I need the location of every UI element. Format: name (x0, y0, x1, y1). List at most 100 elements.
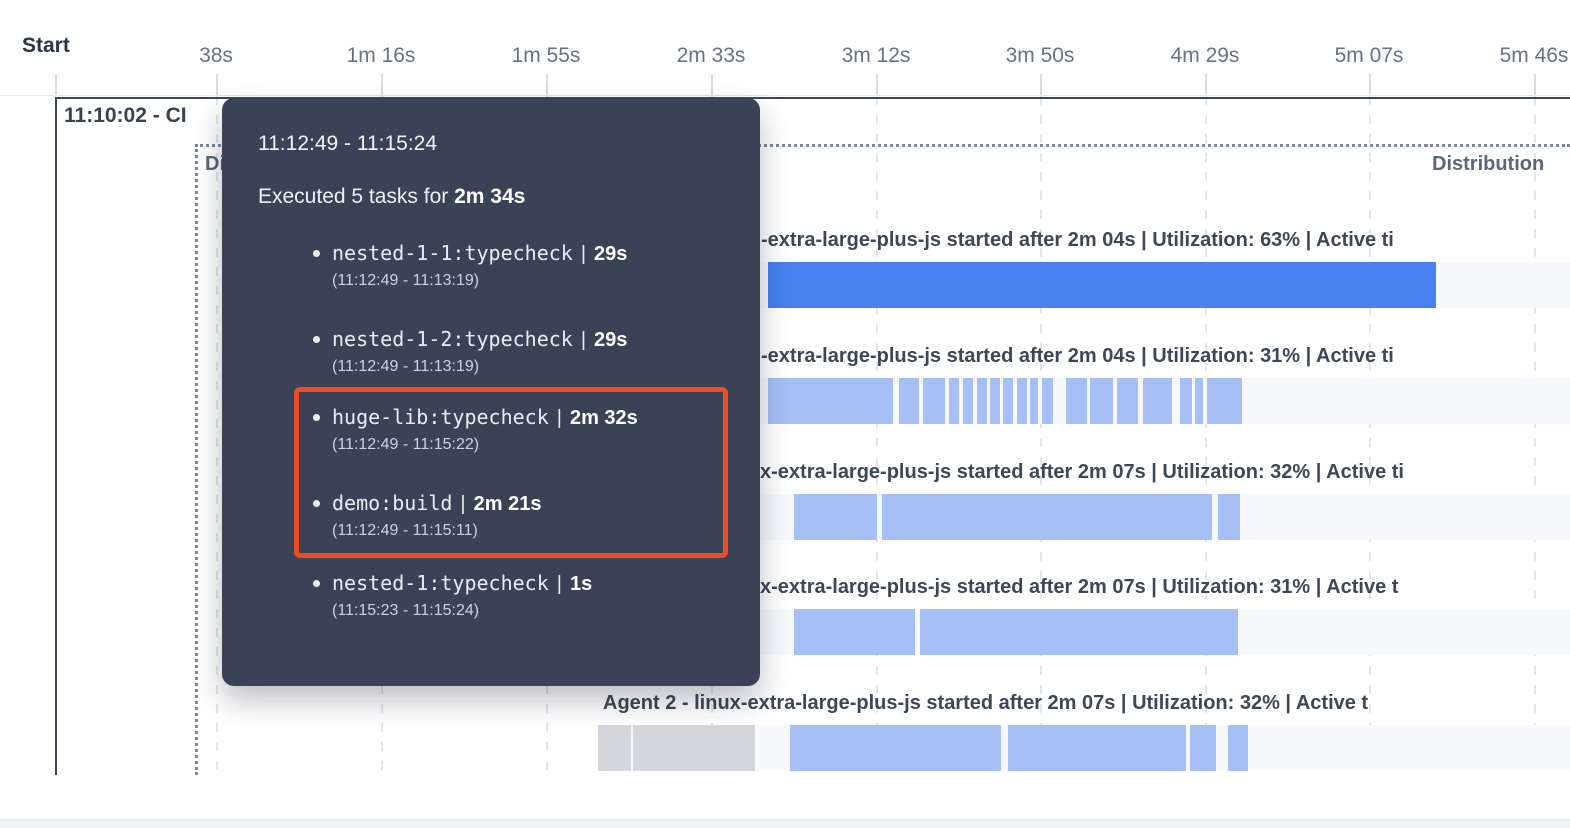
task-bar-segment[interactable] (1017, 378, 1027, 424)
task-bar-segment[interactable] (1042, 378, 1053, 424)
task-title-line: nested-1-1:typecheck | 29s (332, 241, 736, 266)
task-bar-segment[interactable] (920, 609, 1238, 655)
timeline-tick-label: 3m 12s (841, 44, 911, 67)
timeline-tick-label: 5m 46s (1499, 44, 1569, 67)
task-separator: | (556, 407, 562, 429)
idle-bar-segment[interactable] (598, 725, 631, 771)
agent-row-label: -extra-large-plus-js started after 2m 04… (761, 229, 1394, 251)
tooltip-summary-duration: 2m 34s (454, 185, 526, 208)
bottom-band (0, 819, 1570, 828)
task-bar-segment[interactable] (977, 378, 987, 424)
task-bar-segment[interactable] (768, 378, 893, 424)
task-duration: 29s (594, 243, 628, 265)
timeline-tick-label: 4m 29s (1170, 44, 1240, 67)
timeline-tick-mark (546, 74, 548, 96)
timeline-tick-label: 2m 33s (676, 44, 746, 67)
timeline-gridline (216, 96, 218, 775)
timeline-tick-label: 1m 16s (346, 44, 416, 67)
axis-line (0, 95, 1570, 96)
tooltip-time-range: 11:12:49 - 11:15:24 (258, 132, 438, 155)
task-bar-segment[interactable] (949, 378, 959, 424)
axis-start-label: Start (22, 34, 70, 57)
task-separator: | (580, 329, 587, 351)
distribution-box-right: Distribution (1425, 144, 1570, 775)
task-bar-segment[interactable] (1207, 378, 1242, 424)
timeline-tick-mark (876, 74, 878, 96)
timeline-tick-label: 38s (199, 44, 233, 67)
task-duration: 2m 32s (569, 407, 638, 429)
task-bar-segment[interactable] (790, 725, 1001, 771)
task-time-range: (11:12:49 - 11:13:19) (332, 272, 480, 289)
task-bar-segment[interactable] (1190, 725, 1216, 771)
task-bar-segment[interactable] (1180, 378, 1192, 424)
task-item: nested-1:typecheck | 1s (11:15:23 - 11:15:2… (313, 571, 736, 620)
task-bar-segment[interactable] (1117, 378, 1138, 424)
task-title-line: nested-1-2:typecheck | 29s (332, 327, 736, 352)
task-bar-segment[interactable] (990, 378, 1000, 424)
task-name: nested-1:typecheck (332, 571, 549, 595)
timeline-tick-mark (1205, 74, 1207, 96)
task-bar-segment[interactable] (1008, 725, 1186, 771)
task-bar-segment[interactable] (1090, 378, 1113, 424)
timeline-tick-mark (55, 74, 57, 96)
task-title-line: huge-lib:typecheck | 2m 32s (332, 405, 723, 430)
task-bar-segment[interactable] (923, 378, 945, 424)
task-item: huge-lib:typecheck | 2m 32s (11:12:49 - 11:… (313, 405, 723, 454)
timeline-tick-mark (1534, 74, 1536, 96)
task-time-range: (11:12:49 - 11:15:22) (332, 436, 480, 453)
task-item: nested-1-1:typecheck | 29s (11:12:49 - 11:1… (313, 241, 736, 290)
task-bar-segment[interactable] (882, 494, 1212, 540)
task-bar-segment[interactable] (794, 494, 877, 540)
task-list: nested-1-1:typecheck | 29s (11:12:49 - 11:1… (258, 241, 736, 620)
task-title-line: nested-1:typecheck | 1s (332, 571, 736, 596)
task-separator: | (460, 493, 466, 515)
task-bar-segment[interactable] (794, 609, 915, 655)
tooltip-summary: Executed 5 tasks for 2m 34s (258, 185, 736, 209)
task-duration: 1s (569, 573, 593, 595)
task-bar-segment[interactable] (963, 378, 973, 424)
agent-row-label: x-extra-large-plus-js started after 2m 0… (760, 576, 1399, 598)
agent-row-label: -extra-large-plus-js started after 2m 04… (761, 345, 1394, 367)
task-bar-segment[interactable] (1195, 378, 1203, 424)
task-bar-segment[interactable] (1228, 725, 1248, 771)
ci-group-box: 11:10:02 - CI (55, 97, 1570, 775)
timeline-tick-mark (381, 74, 383, 96)
task-separator: | (580, 243, 587, 265)
task-bar-segment[interactable] (1030, 378, 1038, 424)
timeline-tick-label: 5m 07s (1334, 44, 1404, 67)
agent-row-label: x-extra-large-plus-js started after 2m 0… (760, 461, 1404, 483)
task-time-range: (11:12:49 - 11:15:11) (332, 522, 478, 539)
task-name: huge-lib:typecheck (332, 405, 549, 429)
task-bar-segment[interactable] (1066, 378, 1087, 424)
timeline-tick-label: 1m 55s (511, 44, 581, 67)
timeline-gridline (1534, 96, 1536, 775)
task-bar-segment[interactable] (1218, 494, 1240, 540)
ci-group-label: 11:10:02 - CI (64, 104, 187, 127)
timeline-gridline (1369, 96, 1371, 775)
task-duration: 29s (594, 329, 628, 351)
timeline-gridline (1205, 96, 1207, 775)
task-name: nested-1-2:typecheck (332, 327, 573, 351)
task-time-range: (11:15:23 - 11:15:24) (332, 602, 480, 619)
agent-row-label: Agent 2 - linux-extra-large-plus-js star… (603, 692, 1369, 714)
task-bar-segment[interactable] (899, 378, 919, 424)
task-item: nested-1-2:typecheck | 29s (11:12:49 - 11:1… (313, 327, 736, 376)
task-duration: 2m 21s (473, 493, 542, 515)
task-time-range: (11:12:49 - 11:13:19) (332, 358, 480, 375)
task-separator: | (556, 573, 562, 595)
task-bar-segment[interactable] (1143, 378, 1172, 424)
timeline-tick-mark (1040, 74, 1042, 96)
timeline-tick-mark (1369, 74, 1371, 96)
task-name: nested-1-1:typecheck (332, 241, 573, 265)
task-bar-segment[interactable] (768, 262, 1436, 308)
task-bar-segment[interactable] (1003, 378, 1013, 424)
task-tooltip: 11:12:49 - 11:15:24 Executed 5 tasks for… (222, 98, 760, 686)
timeline-tick-mark (711, 74, 713, 96)
highlight-box: huge-lib:typecheck | 2m 32s (11:12:49 - 11:… (294, 387, 728, 558)
task-item: demo:build | 2m 21s (11:12:49 - 11:15:11) (313, 491, 723, 540)
timeline-tick-label: 3m 50s (1005, 44, 1075, 67)
task-title-line: demo:build | 2m 21s (332, 491, 723, 516)
task-name: demo:build (332, 491, 453, 515)
idle-bar-segment[interactable] (633, 725, 755, 771)
